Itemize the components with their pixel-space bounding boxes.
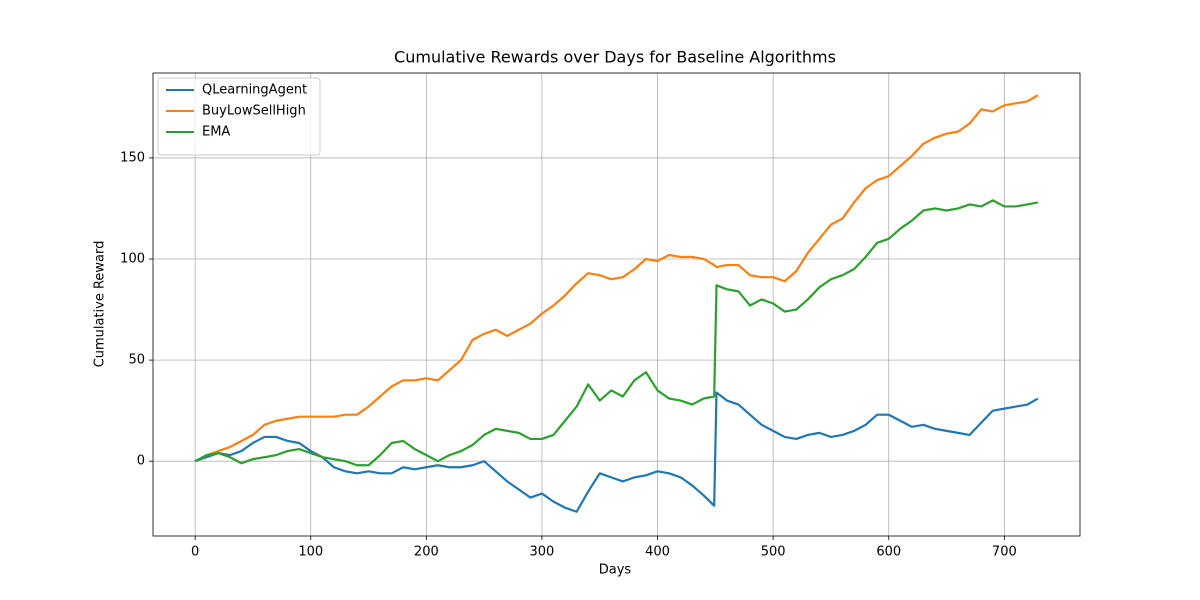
- x-tick-label: 100: [298, 545, 323, 560]
- y-tick-label: 0: [137, 454, 145, 469]
- data-line: [194, 199, 1039, 467]
- x-tick-label: 700: [992, 545, 1017, 560]
- chart-title: Cumulative Rewards over Days for Baselin…: [394, 48, 836, 67]
- x-tick-label: 400: [645, 545, 670, 560]
- y-tick-label: 100: [120, 252, 145, 267]
- x-tick-label: 500: [761, 545, 786, 560]
- x-axis-label: Days: [599, 563, 632, 578]
- x-tick-label: 200: [414, 545, 439, 560]
- legend-label: BuyLowSellHigh: [202, 104, 306, 119]
- y-tick-label: 150: [120, 150, 145, 165]
- x-tick-label: 600: [876, 545, 901, 560]
- plot-frame: [152, 72, 1081, 537]
- legend-label: EMA: [202, 125, 230, 140]
- data-line: [194, 94, 1039, 463]
- data-line: [194, 391, 1039, 513]
- y-axis-label: Cumulative Reward: [93, 241, 108, 368]
- x-tick-label: 0: [191, 545, 199, 560]
- legend-label: QLearningAgent: [202, 83, 307, 98]
- x-tick-label: 300: [530, 545, 555, 560]
- legend-box: [157, 77, 321, 156]
- y-tick-label: 50: [128, 353, 145, 368]
